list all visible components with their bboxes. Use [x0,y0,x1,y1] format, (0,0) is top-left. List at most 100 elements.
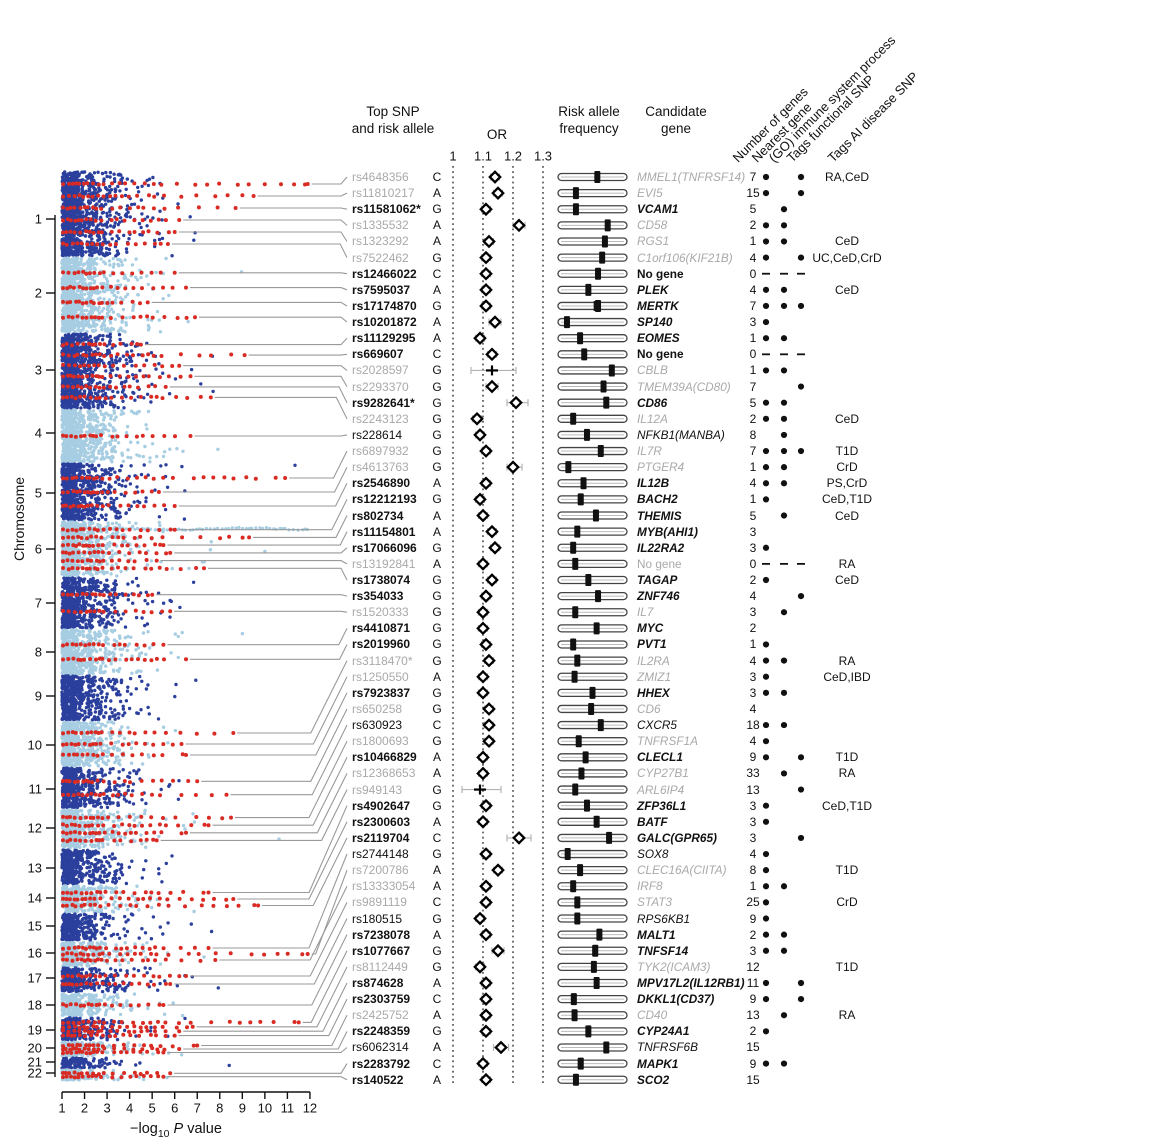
risk-allele: G [432,589,442,604]
risk-allele: A [432,766,442,781]
snp-label: rs2425752 [352,1008,409,1023]
snp-label: rs2300603 [352,814,411,829]
risk-allele: G [432,653,442,668]
risk-allele: C [432,895,442,910]
snp-label: rs6897932 [352,444,409,459]
snp-label: rs4902647 [352,798,411,813]
risk-allele: A [432,927,442,942]
snp-label: rs12212193 [352,492,417,507]
candidate-gene-label: CYP27B1 [637,766,689,781]
candidate-gene-label: SOX8 [637,847,669,862]
snp-label: rs1738074 [352,573,411,587]
snp-connector-lines [144,176,348,1081]
snp-label: rs140522 [352,1072,404,1087]
or-axis-tick-label: 1.3 [533,148,553,164]
candidate-gene-label: RPS6KB1 [637,911,691,926]
snp-label: rs7200786 [352,863,409,878]
column-header-risk-allele-frequency: Risk allele frequency [558,104,620,136]
chromosome-tick-label: 6 [34,541,42,557]
candidate-gene-label: IL7 [637,605,654,620]
candidate-gene-label: MALT1 [637,927,676,942]
candidate-gene-label: BACH2 [637,492,678,507]
candidate-gene-label: IL12A [637,411,668,426]
snp-label: rs650258 [352,701,403,716]
number-of-genes-value: 7 [749,379,757,394]
candidate-gene-label: GALC(GPR65) [637,830,717,845]
risk-allele: C [432,992,442,1007]
snp-label: rs2283792 [352,1056,411,1071]
number-of-genes-value: 15 [746,1072,760,1087]
chromosome-tick-label: 18 [27,997,42,1013]
candidate-gene-label: MERTK [637,298,679,313]
x-axis-tick-label: 5 [148,1100,156,1116]
chromosome-tick-label: 12 [27,820,42,836]
number-of-genes-value: 1 [749,234,757,249]
tags-ai-disease-value: RA [838,766,856,781]
risk-allele: G [432,298,442,313]
chromosome-tick-label: 13 [27,860,42,876]
risk-allele: G [432,959,442,974]
candidate-gene-label: IL12B [637,476,670,491]
number-of-genes-value: 7 [749,298,757,313]
candidate-gene-label: BATF [637,814,668,829]
risk-allele: G [432,847,442,862]
number-of-genes-value: 13 [746,782,760,797]
manhattan-point-cloud [60,170,297,1082]
tags-ai-disease-value: CeD [834,411,860,426]
candidate-gene-label: CXCR5 [637,718,677,733]
snp-label: rs1800693 [352,734,409,749]
number-of-genes-value: 3 [749,814,757,829]
number-of-genes-value: 12 [746,959,760,974]
number-of-genes-value: 18 [746,718,760,733]
snp-label: rs228614 [352,427,403,442]
number-of-genes-value: 2 [749,621,757,636]
x-axis-label-log: −log [130,1121,158,1137]
candidate-gene-label: ARL6IP4 [637,782,685,797]
number-of-genes-value: 5 [749,508,757,523]
candidate-gene-label: MYC [637,621,664,636]
candidate-gene-label: THEMIS [637,508,682,523]
snp-label: rs4648356 [352,170,409,184]
risk-allele: C [432,718,442,733]
chromosome-tick-label: 21 [27,1054,42,1070]
risk-allele: G [432,427,442,442]
number-of-genes-value: 3 [749,685,757,700]
candidate-gene-label: No gene [637,266,684,281]
snp-label: rs7923837 [352,685,411,700]
chromosome-tick-label: 16 [27,945,42,961]
risk-allele: A [432,508,442,523]
candidate-gene-label: VCAM1 [637,202,679,217]
risk-allele: G [432,573,442,587]
column-header-top-snp: Top SNP and risk allele [351,104,435,136]
risk-allele: G [432,701,442,716]
candidate-gene-label: IL7R [637,444,662,459]
candidate-gene-label: IRF8 [637,879,663,894]
risk-allele: A [432,315,442,330]
risk-allele: A [432,1072,442,1087]
number-of-genes-value: 3 [749,315,757,330]
x-axis-tick-label: 9 [238,1100,246,1116]
snp-label: rs13333054 [352,879,416,894]
number-of-genes-value: 3 [749,798,757,813]
candidate-gene-label: NFKB1(MANBA) [637,427,725,442]
candidate-gene-label: PTGER4 [637,460,685,475]
snp-label: rs669607 [352,347,404,362]
risk-allele: G [432,379,442,394]
candidate-gene-label: IL2RA [637,653,670,668]
candidate-gene-label: CD58 [637,218,668,233]
tags-ai-disease-value: CeD [834,508,860,523]
candidate-gene-label: C1orf106(KIF21B) [637,250,733,265]
number-of-genes-value: 4 [749,589,757,604]
number-of-genes-value: 4 [749,250,757,265]
risk-allele: G [432,1024,442,1039]
candidate-gene-label: RGS1 [637,234,670,249]
candidate-gene-label: No gene [637,556,682,571]
candidate-gene-label: MMEL1(TNFRSF14) [637,170,746,184]
number-of-genes-value: 4 [749,701,757,716]
snp-label: rs1520333 [352,605,409,620]
risk-allele: G [432,621,442,636]
snp-label: rs10466829 [352,750,417,765]
number-of-genes-value: 4 [749,476,757,491]
chromosome-tick-label: 22 [27,1065,42,1081]
